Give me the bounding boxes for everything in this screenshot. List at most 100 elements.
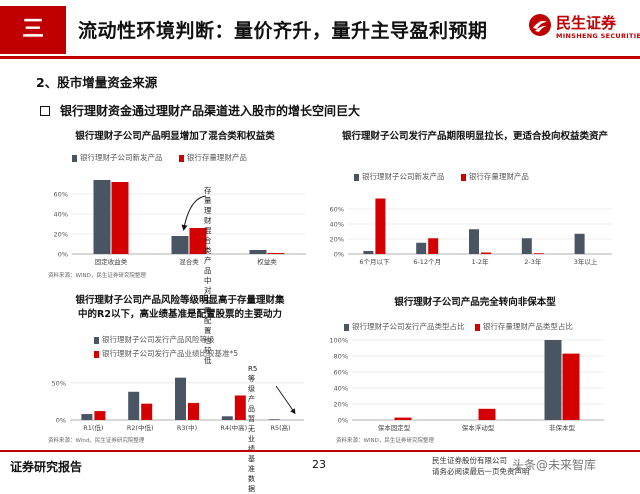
bar (141, 403, 153, 420)
legend-swatch-gray-icon (354, 173, 359, 181)
bar (469, 229, 479, 254)
bar (363, 251, 374, 254)
x-tick-label: 1-2年 (471, 257, 489, 266)
bar (428, 238, 439, 254)
bar (394, 417, 412, 420)
watermark-text: 头条@未来智库 (512, 458, 597, 472)
bar (375, 198, 386, 254)
x-tick-label: 保本固定型 (378, 423, 411, 432)
bar (221, 416, 233, 420)
logo-text-cn: 民生证券 (556, 14, 617, 32)
bar (93, 180, 111, 254)
bar (267, 253, 285, 254)
x-tick-label: 非保本型 (549, 423, 576, 432)
annotation-line: 业绩基准数据 (248, 435, 255, 493)
bar (574, 233, 585, 254)
legend-swatch-red-icon (178, 154, 184, 162)
legend-label: 银行理财子公司新发产品 (362, 172, 445, 181)
y-tick-label: 80% (334, 353, 348, 361)
bar (189, 228, 207, 254)
footer-company: 民生证券股份有限公司 (432, 456, 507, 465)
x-tick-label: 固定收益类 (95, 257, 128, 266)
x-tick-label: 6-12个月 (413, 258, 441, 266)
page-header: 三 流动性环境判断：量价齐升，量升主导盈利预期 民生证券 MINSHENG SE… (0, 0, 640, 59)
chart-source: 资料来源：Wind，民生证券研究院整理 (48, 438, 145, 444)
bar (234, 395, 246, 420)
legend-swatch-gray-icon (72, 154, 77, 162)
chart-legend: 银行理财子公司新发产品 银行存量理财产品 (354, 171, 543, 182)
footer-disclaimer: 请务必阅读最后一页免责声明 (432, 467, 530, 476)
x-tick-label: R4(中高) (220, 423, 247, 432)
chart-legend: 银行理财子公司发行产品类型占比 银行存量理财产品类型占比 (344, 321, 587, 332)
bar (81, 414, 93, 420)
chart-title-line: 中的R2以下，高业绩基准是配置股票的主要动力 (78, 309, 282, 320)
bar (521, 238, 532, 254)
y-tick-label: 20% (334, 401, 348, 409)
y-tick-label: 50% (52, 379, 66, 387)
bar (478, 408, 496, 420)
x-tick-label: R2(中低) (127, 423, 154, 432)
y-tick-label: 40% (334, 385, 348, 393)
legend-label: 银行存量理财产品 (468, 172, 529, 181)
y-tick-label: 40% (330, 221, 344, 229)
x-tick-label: R3(中) (177, 423, 197, 432)
bar-chart-principal-type: 0% 20% 40% 60% 80% 100% 保本固定型 保本浮动型 非保本型 (329, 337, 604, 432)
bar (94, 411, 106, 420)
x-tick-label: R1(低) (83, 423, 103, 432)
bar (533, 253, 544, 254)
legend-swatch-red-icon (460, 173, 466, 181)
y-tick-label: 0% (58, 251, 68, 259)
x-tick-label: 6个月以下 (359, 258, 390, 266)
bar-chart-risk-level: 0% 50% R1(低) R2(中低) R3(中) R4(中高) R5(高) (52, 377, 304, 432)
y-tick-label: 0% (56, 417, 66, 425)
legend-label: 银行理财子公司发行产品业绩比较基准*5 (102, 349, 239, 358)
bar (249, 250, 267, 254)
annotation-line: R5等级产品暂无 (248, 365, 258, 433)
bar (544, 340, 562, 420)
bar (171, 236, 189, 254)
x-tick-label: 3年以上 (574, 257, 598, 266)
section-subheading: 2、股市增量资金来源 (36, 75, 158, 90)
x-tick-label: 2-3年 (524, 257, 542, 266)
legend-label: 银行理财子公司发行产品风险等级 (102, 335, 215, 344)
legend-swatch-gray-icon (94, 336, 99, 344)
legend-item: 银行存量理财产品类型占比 (474, 322, 573, 331)
chart-title-line: 银行理财子公司产品风险等级明显高于存量理财集 (75, 295, 285, 306)
legend-label: 银行存量理财产品类型占比 (482, 322, 573, 331)
bar (128, 391, 140, 420)
legend-label: 银行理财子公司新发产品 (80, 153, 163, 162)
bar (175, 377, 186, 420)
legend-item: 银行理财子公司发行产品风险等级 (94, 333, 238, 347)
bullet-text: 银行理财资金通过理财产品渠道进入股市的增长空间巨大 (60, 104, 361, 118)
x-tick-label: 保本浮动型 (462, 423, 495, 432)
legend-item: 银行理财子公司发行产品业绩比较基准*5 (94, 347, 238, 361)
legend-label: 银行存量理财产品 (186, 153, 247, 162)
chart-annotation: R5等级产品暂无 业绩基准数据 (248, 364, 257, 494)
legend-label: 银行理财子公司发行产品类型占比 (352, 322, 465, 331)
page-title: 流动性环境判断：量价齐升，量升主导盈利预期 (78, 20, 488, 42)
y-tick-label: 60% (334, 369, 348, 377)
footer-divider (0, 450, 640, 452)
y-tick-label: 0% (334, 251, 344, 259)
legend-item: 银行理财子公司新发产品 (354, 172, 445, 181)
bar (562, 353, 580, 420)
bullet-square-icon (40, 106, 50, 116)
legend-swatch-red-icon (474, 323, 480, 331)
annotation-line: 产品中对股票配 (204, 256, 212, 325)
minsheng-logo-icon (529, 14, 551, 36)
annotation-line: 存量理财混合类 (204, 186, 212, 255)
y-tick-label: 100% (329, 337, 348, 345)
legend-swatch-gray-icon (344, 323, 349, 331)
chart-source: 资料来源：WIND，民生证券研究院整理 (336, 438, 434, 444)
bar (111, 182, 129, 254)
chart-title: 银行理财子公司产品明显增加了混合类和权益类 (75, 131, 275, 142)
annotation-line: 置也较低 (204, 326, 212, 365)
bar-chart-product-type: 0% 20% 40% 60% 固定收益类 混合类 权益类 (54, 180, 306, 266)
chart-title: 银行理财子公司产品风险等级明显高于存量理财集 中的R2以下，高业绩基准是配置股票… (40, 294, 320, 322)
legend-swatch-red-icon (94, 350, 99, 358)
bar (416, 242, 427, 254)
page-number: 23 (312, 458, 326, 471)
x-tick-label: 权益类 (257, 257, 277, 266)
chart-source: 资料来源：WIND，民生证券研究院整理 (48, 273, 146, 279)
chart-legend: 银行理财子公司新发产品 银行存量理财产品 (72, 152, 261, 163)
